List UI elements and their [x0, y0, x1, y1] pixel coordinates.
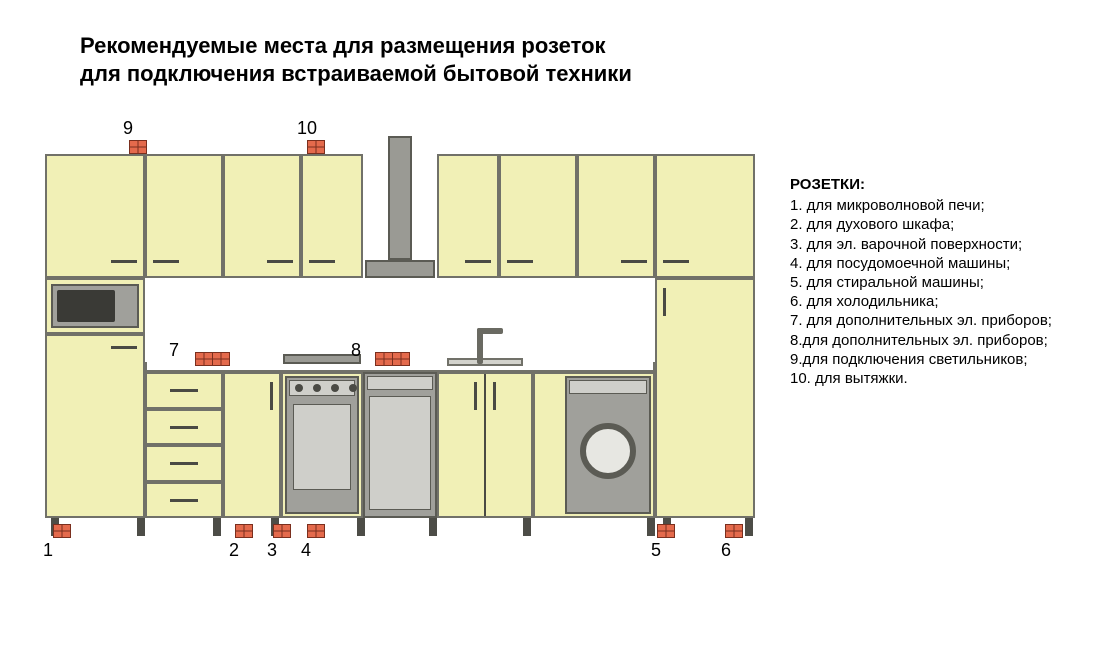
cabinet-handle	[309, 260, 335, 263]
backsplash	[145, 278, 655, 362]
hood-chimney	[388, 136, 412, 260]
legend-item: 9.для подключения светильников;	[790, 350, 1070, 369]
legend-item: 3. для эл. варочной поверхности;	[790, 235, 1070, 254]
dishwasher-panel	[367, 376, 433, 390]
washer-door	[580, 423, 636, 479]
outlet-label-7: 7	[169, 340, 179, 361]
cabinet-leg	[137, 518, 145, 536]
faucet-spout	[477, 328, 503, 334]
cabinet-handle	[465, 260, 491, 263]
cabinet-handle	[493, 382, 496, 410]
dishwasher-door	[369, 396, 431, 510]
cabinet-handle	[621, 260, 647, 263]
oven-knob	[349, 384, 357, 392]
outlet-label-8: 8	[351, 340, 361, 361]
cooktop	[283, 354, 361, 364]
outlet-8	[375, 352, 410, 366]
legend-item: 1. для микроволновой печи;	[790, 196, 1070, 215]
cabinet-handle	[153, 260, 179, 263]
outlet-label-4: 4	[301, 540, 311, 561]
outlet-4	[307, 524, 325, 538]
legend-item: 7. для дополнительных эл. приборов;	[790, 311, 1070, 330]
cabinet-handle	[270, 382, 273, 410]
outlet-2	[235, 524, 253, 538]
outlet-3	[273, 524, 291, 538]
oven-knob	[331, 384, 339, 392]
outlet-10	[307, 140, 325, 154]
cabinet-handle	[507, 260, 533, 263]
sink	[447, 358, 523, 366]
cabinet-leg	[523, 518, 531, 536]
cabinet-handle	[111, 260, 137, 263]
washer-panel	[569, 380, 647, 394]
oven-knob	[313, 384, 321, 392]
legend-item: 5. для стиральной машины;	[790, 273, 1070, 292]
legend-item: 10. для вытяжки.	[790, 369, 1070, 388]
outlet-label-1: 1	[43, 540, 53, 561]
diagram-title: Рекомендуемые места для размещения розет…	[80, 32, 632, 87]
outlet-1	[53, 524, 71, 538]
cabinet-handle	[663, 288, 666, 316]
cabinet-leg	[357, 518, 365, 536]
oven-knob	[295, 384, 303, 392]
kitchen-elevation: 12345678910	[45, 130, 755, 540]
outlet-label-10: 10	[297, 118, 317, 139]
legend-items: 1. для микроволновой печи;2. для духовог…	[790, 196, 1070, 388]
drawer-handle	[170, 462, 198, 465]
drawer-handle	[170, 389, 198, 392]
legend: РОЗЕТКИ: 1. для микроволновой печи;2. дл…	[790, 175, 1070, 388]
outlet-5	[657, 524, 675, 538]
tall-cabinet-section	[45, 334, 145, 518]
drawer-handle	[170, 426, 198, 429]
cabinet-leg	[213, 518, 221, 536]
legend-item: 6. для холодильника;	[790, 292, 1070, 311]
outlet-label-9: 9	[123, 118, 133, 139]
cabinet-leg	[429, 518, 437, 536]
legend-heading: РОЗЕТКИ:	[790, 175, 1070, 194]
legend-item: 8.для дополнительных эл. приборов;	[790, 331, 1070, 350]
outlet-6	[725, 524, 743, 538]
outlet-label-2: 2	[229, 540, 239, 561]
cabinet-leg	[647, 518, 655, 536]
legend-item: 2. для духового шкафа;	[790, 215, 1070, 234]
outlet-label-5: 5	[651, 540, 661, 561]
outlet-9	[129, 140, 147, 154]
outlet-label-3: 3	[267, 540, 277, 561]
drawer-handle	[170, 499, 198, 502]
cabinet-handle	[267, 260, 293, 263]
title-line-2: для подключения встраиваемой бытовой тех…	[80, 61, 632, 86]
legend-item: 4. для посудомоечной машины;	[790, 254, 1070, 273]
outlet-label-6: 6	[721, 540, 731, 561]
cabinet-handle	[474, 382, 477, 410]
microwave-window	[57, 290, 115, 322]
cabinet-divider	[484, 374, 486, 516]
oven-window	[293, 404, 351, 490]
title-line-1: Рекомендуемые места для размещения розет…	[80, 33, 606, 58]
outlet-7	[195, 352, 230, 366]
tall-cabinet-section	[655, 278, 755, 518]
cabinet-handle	[663, 260, 689, 263]
cabinet-leg	[745, 518, 753, 536]
hood-body	[365, 260, 435, 278]
cabinet-handle	[111, 346, 137, 349]
